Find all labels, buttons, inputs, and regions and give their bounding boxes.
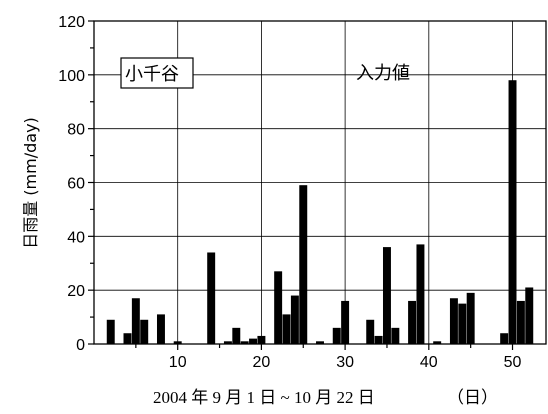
y-tick-label: 100 <box>58 68 85 85</box>
bar <box>207 252 216 344</box>
bar <box>508 80 517 344</box>
bars <box>106 80 534 344</box>
bar <box>232 327 241 344</box>
bar <box>332 327 341 344</box>
bar <box>449 298 458 344</box>
bar <box>257 335 266 344</box>
y-tick-label: 60 <box>67 176 85 193</box>
bar <box>408 300 417 344</box>
bar <box>282 314 291 344</box>
x-tick-label: 50 <box>504 354 522 371</box>
input-value-label: 入力値 <box>356 63 410 84</box>
axis-ticks <box>88 20 514 350</box>
y-tick-label: 40 <box>67 229 85 246</box>
bar <box>131 298 140 344</box>
bar <box>500 333 509 344</box>
x-tick-label: 30 <box>336 354 354 371</box>
x-tick-label: 10 <box>169 354 187 371</box>
station-label-box: 小千谷 <box>120 57 194 89</box>
y-axis-title: 日雨量 (mm/day) <box>21 117 40 249</box>
bar <box>466 292 475 344</box>
bar <box>106 319 115 344</box>
bar <box>416 244 425 344</box>
bar <box>525 287 534 344</box>
bar <box>299 185 308 344</box>
x-tick-label: 40 <box>420 354 438 371</box>
bar <box>374 335 383 344</box>
tick-labels: 10 20 30 40 50 0 20 40 60 80 100 120 <box>58 14 521 371</box>
y-tick-label: 0 <box>76 337 85 354</box>
bar <box>274 271 283 344</box>
bar <box>341 300 350 344</box>
bar <box>391 327 400 344</box>
bar <box>223 341 232 344</box>
y-tick-label: 120 <box>58 14 85 31</box>
x-axis-title: 2004 年 9 月 1 日 ~ 10 月 22 日 <box>153 388 375 407</box>
x-axis-unit: （日） <box>447 388 498 407</box>
bar <box>156 314 165 344</box>
station-label: 小千谷 <box>125 64 179 85</box>
bar <box>123 333 132 344</box>
bar <box>382 247 391 344</box>
y-tick-label: 20 <box>67 283 85 300</box>
y-tick-label: 80 <box>67 122 85 139</box>
bar <box>316 341 324 344</box>
bar <box>290 295 299 344</box>
bar <box>140 319 149 344</box>
bar <box>366 319 375 344</box>
bar <box>516 300 525 344</box>
bar <box>433 341 442 344</box>
bar <box>240 341 249 344</box>
bar <box>249 338 258 344</box>
x-tick-label: 20 <box>253 354 271 371</box>
bar <box>173 341 182 344</box>
bar <box>458 303 467 344</box>
